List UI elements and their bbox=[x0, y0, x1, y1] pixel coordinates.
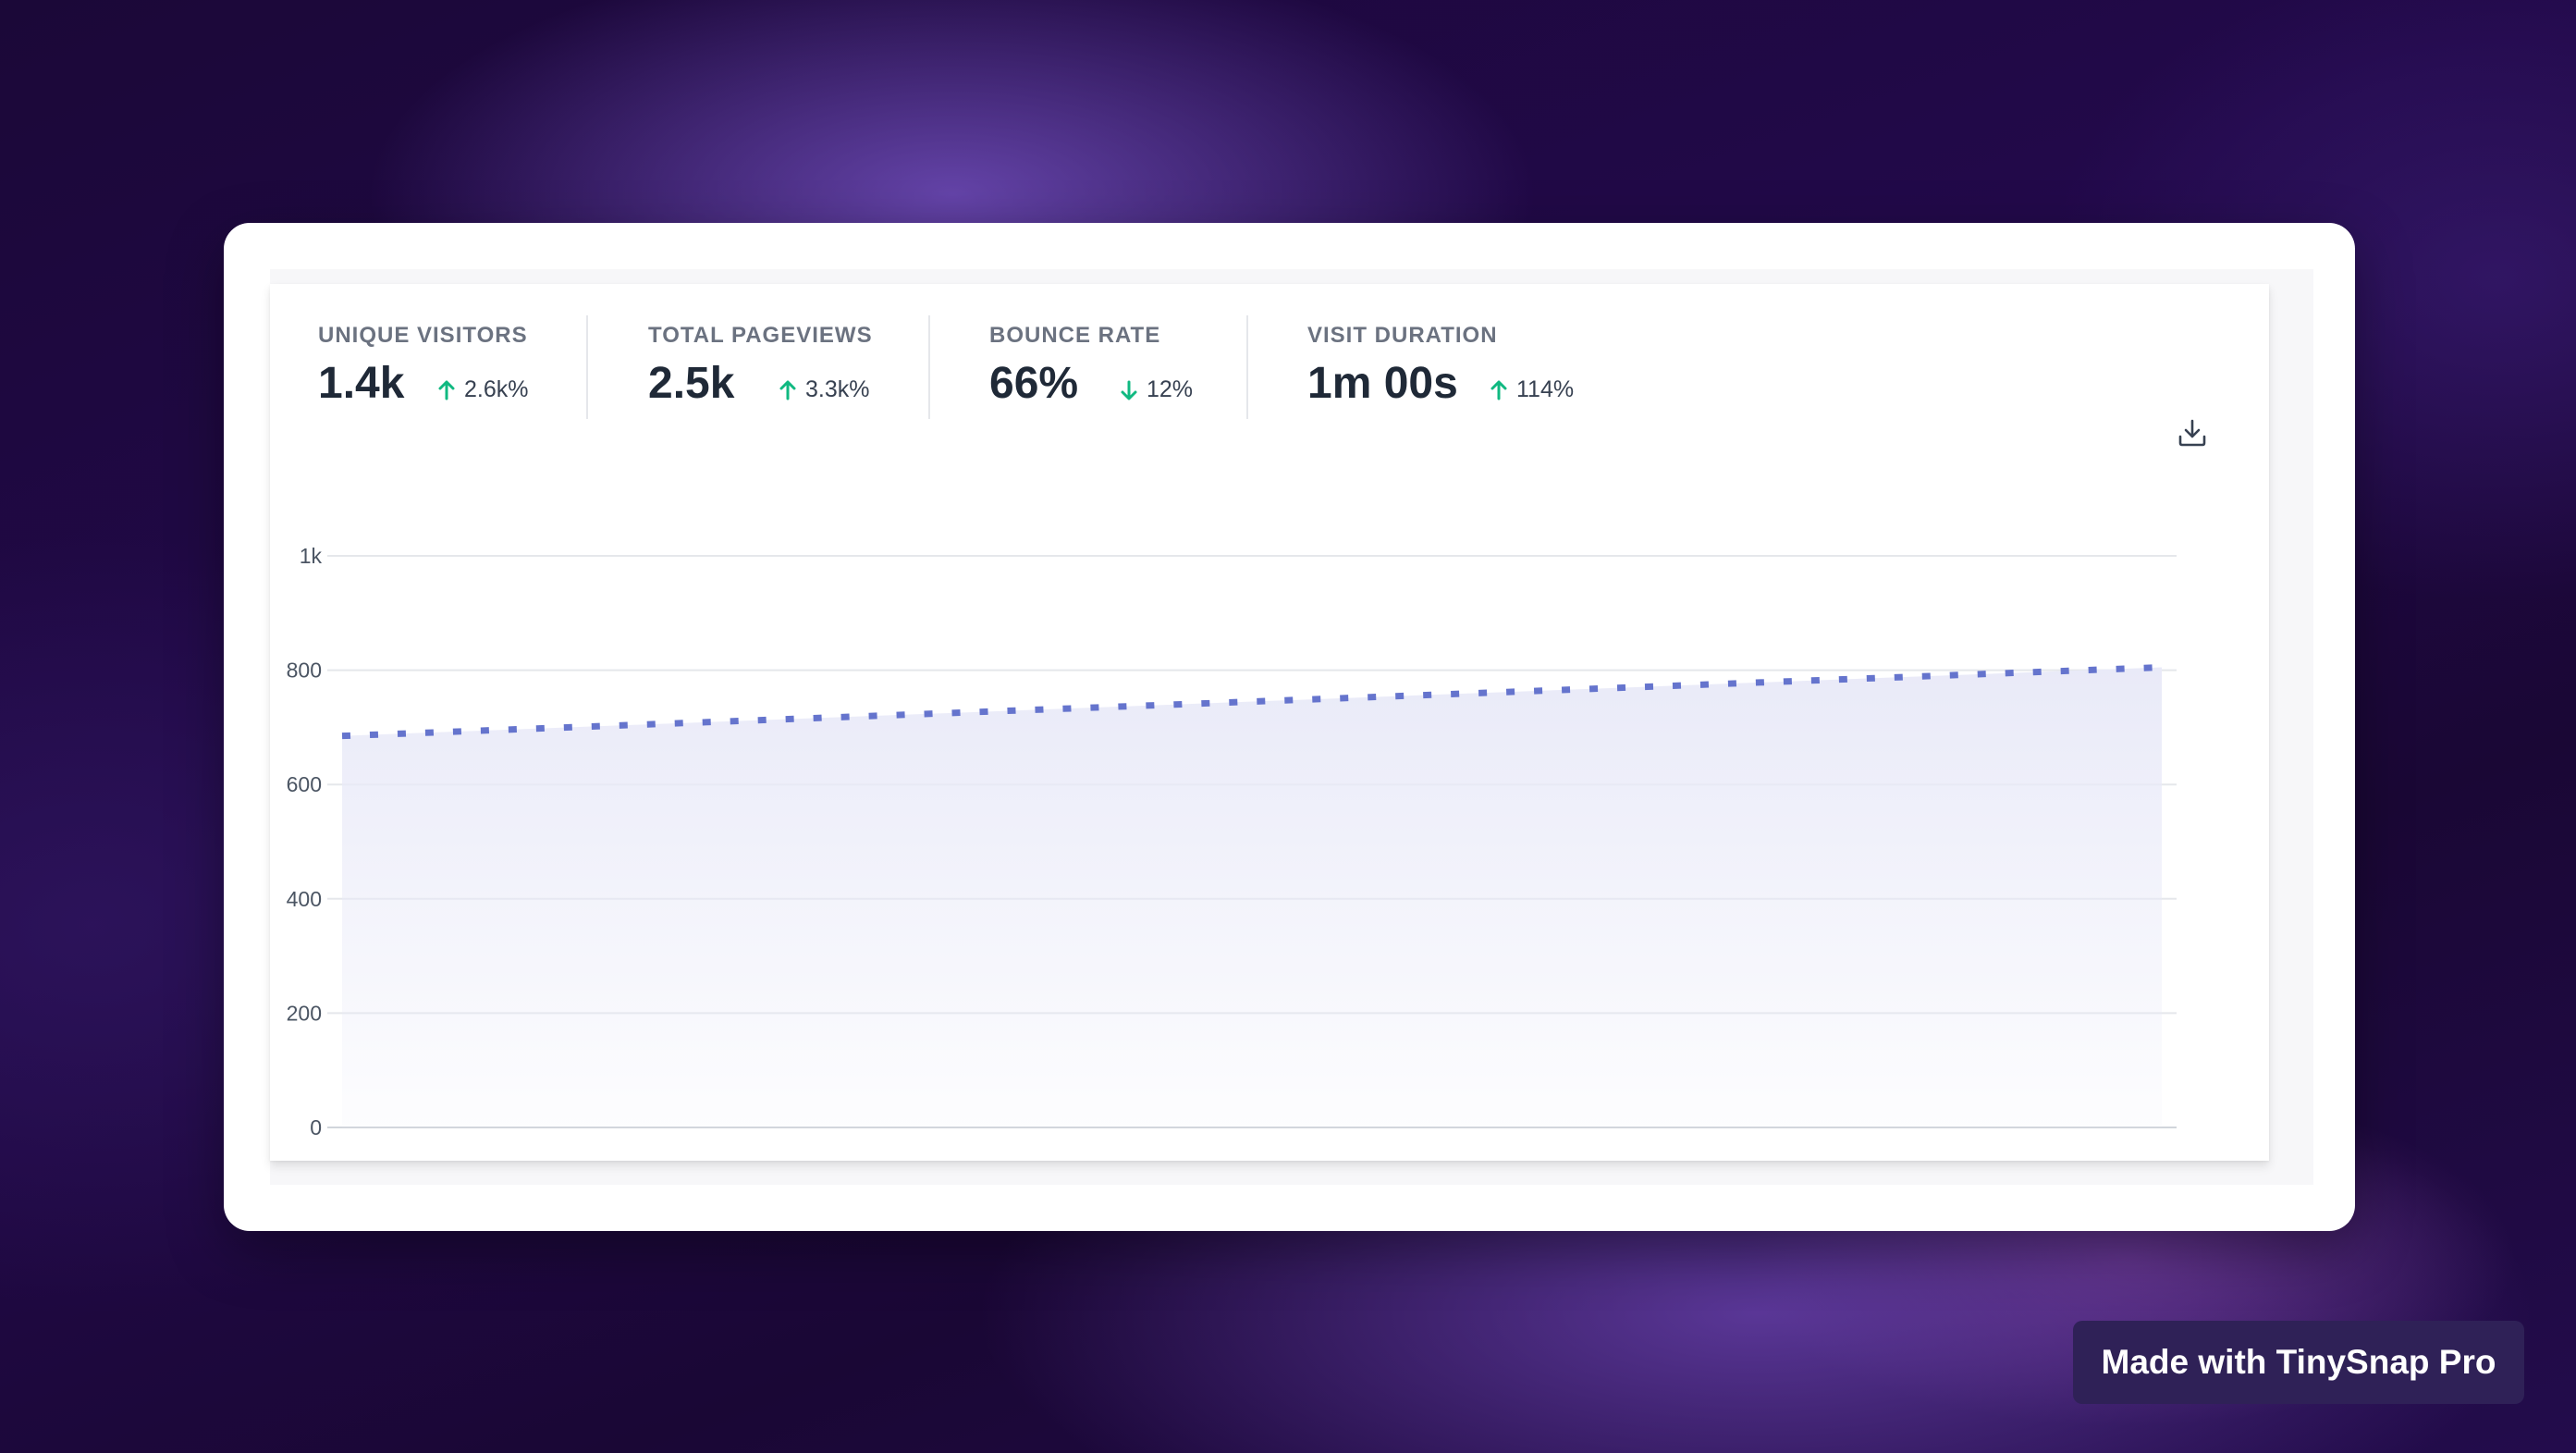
stat-value: 1m 00s bbox=[1307, 359, 1458, 408]
y-tick-label: 400 bbox=[287, 887, 322, 911]
stat-change: 2.6k% bbox=[436, 376, 528, 403]
made-with-badge[interactable]: Made with TinySnap Pro bbox=[2073, 1321, 2524, 1404]
stat-change-text: 3.3k% bbox=[805, 376, 870, 402]
stat-change-text: 114% bbox=[1516, 376, 1575, 402]
stat-value: 66% bbox=[989, 359, 1079, 408]
stat-value: 2.5k bbox=[648, 359, 735, 408]
stat-change: 3.3k% bbox=[778, 376, 869, 403]
arrow-up-icon bbox=[1490, 380, 1507, 400]
screenshot-card: UNIQUE VISITORS 1.4k 2.6k% TOTAL PAGEVIE… bbox=[224, 223, 2355, 1231]
stat-change: 12% bbox=[1119, 376, 1193, 403]
stat-change: 114% bbox=[1489, 376, 1574, 403]
arrow-up-icon bbox=[779, 380, 796, 400]
visitors-chart: 02004006008001kMon, 26 SepTue, 27 Sep bbox=[287, 544, 2177, 1135]
stat-label: UNIQUE VISITORS bbox=[318, 323, 528, 348]
stat-value: 1.4k bbox=[318, 359, 405, 408]
stat-change-text: 12% bbox=[1147, 376, 1194, 402]
arrow-up-icon bbox=[438, 380, 455, 400]
series-area bbox=[342, 667, 2162, 1127]
y-tick-label: 0 bbox=[310, 1115, 322, 1135]
top-stats: UNIQUE VISITORS 1.4k 2.6k% TOTAL PAGEVIE… bbox=[270, 284, 2119, 432]
card-inner: UNIQUE VISITORS 1.4k 2.6k% TOTAL PAGEVIE… bbox=[270, 269, 2313, 1185]
stat-divider bbox=[586, 315, 588, 419]
visitor-graph-panel: UNIQUE VISITORS 1.4k 2.6k% TOTAL PAGEVIE… bbox=[270, 284, 2269, 1161]
y-tick-label: 600 bbox=[287, 772, 322, 796]
arrow-down-icon bbox=[1121, 380, 1137, 400]
stat-label: VISIT DURATION bbox=[1307, 323, 1498, 348]
stat-label: BOUNCE RATE bbox=[989, 323, 1161, 348]
y-tick-label: 800 bbox=[287, 659, 322, 683]
stat-divider bbox=[928, 315, 930, 419]
download-icon[interactable] bbox=[2177, 417, 2208, 449]
stat-change-text: 2.6k% bbox=[464, 376, 529, 402]
y-tick-label: 1k bbox=[300, 544, 323, 568]
y-tick-label: 200 bbox=[287, 1001, 322, 1025]
stat-label: TOTAL PAGEVIEWS bbox=[648, 323, 873, 348]
stat-divider bbox=[1246, 315, 1248, 419]
